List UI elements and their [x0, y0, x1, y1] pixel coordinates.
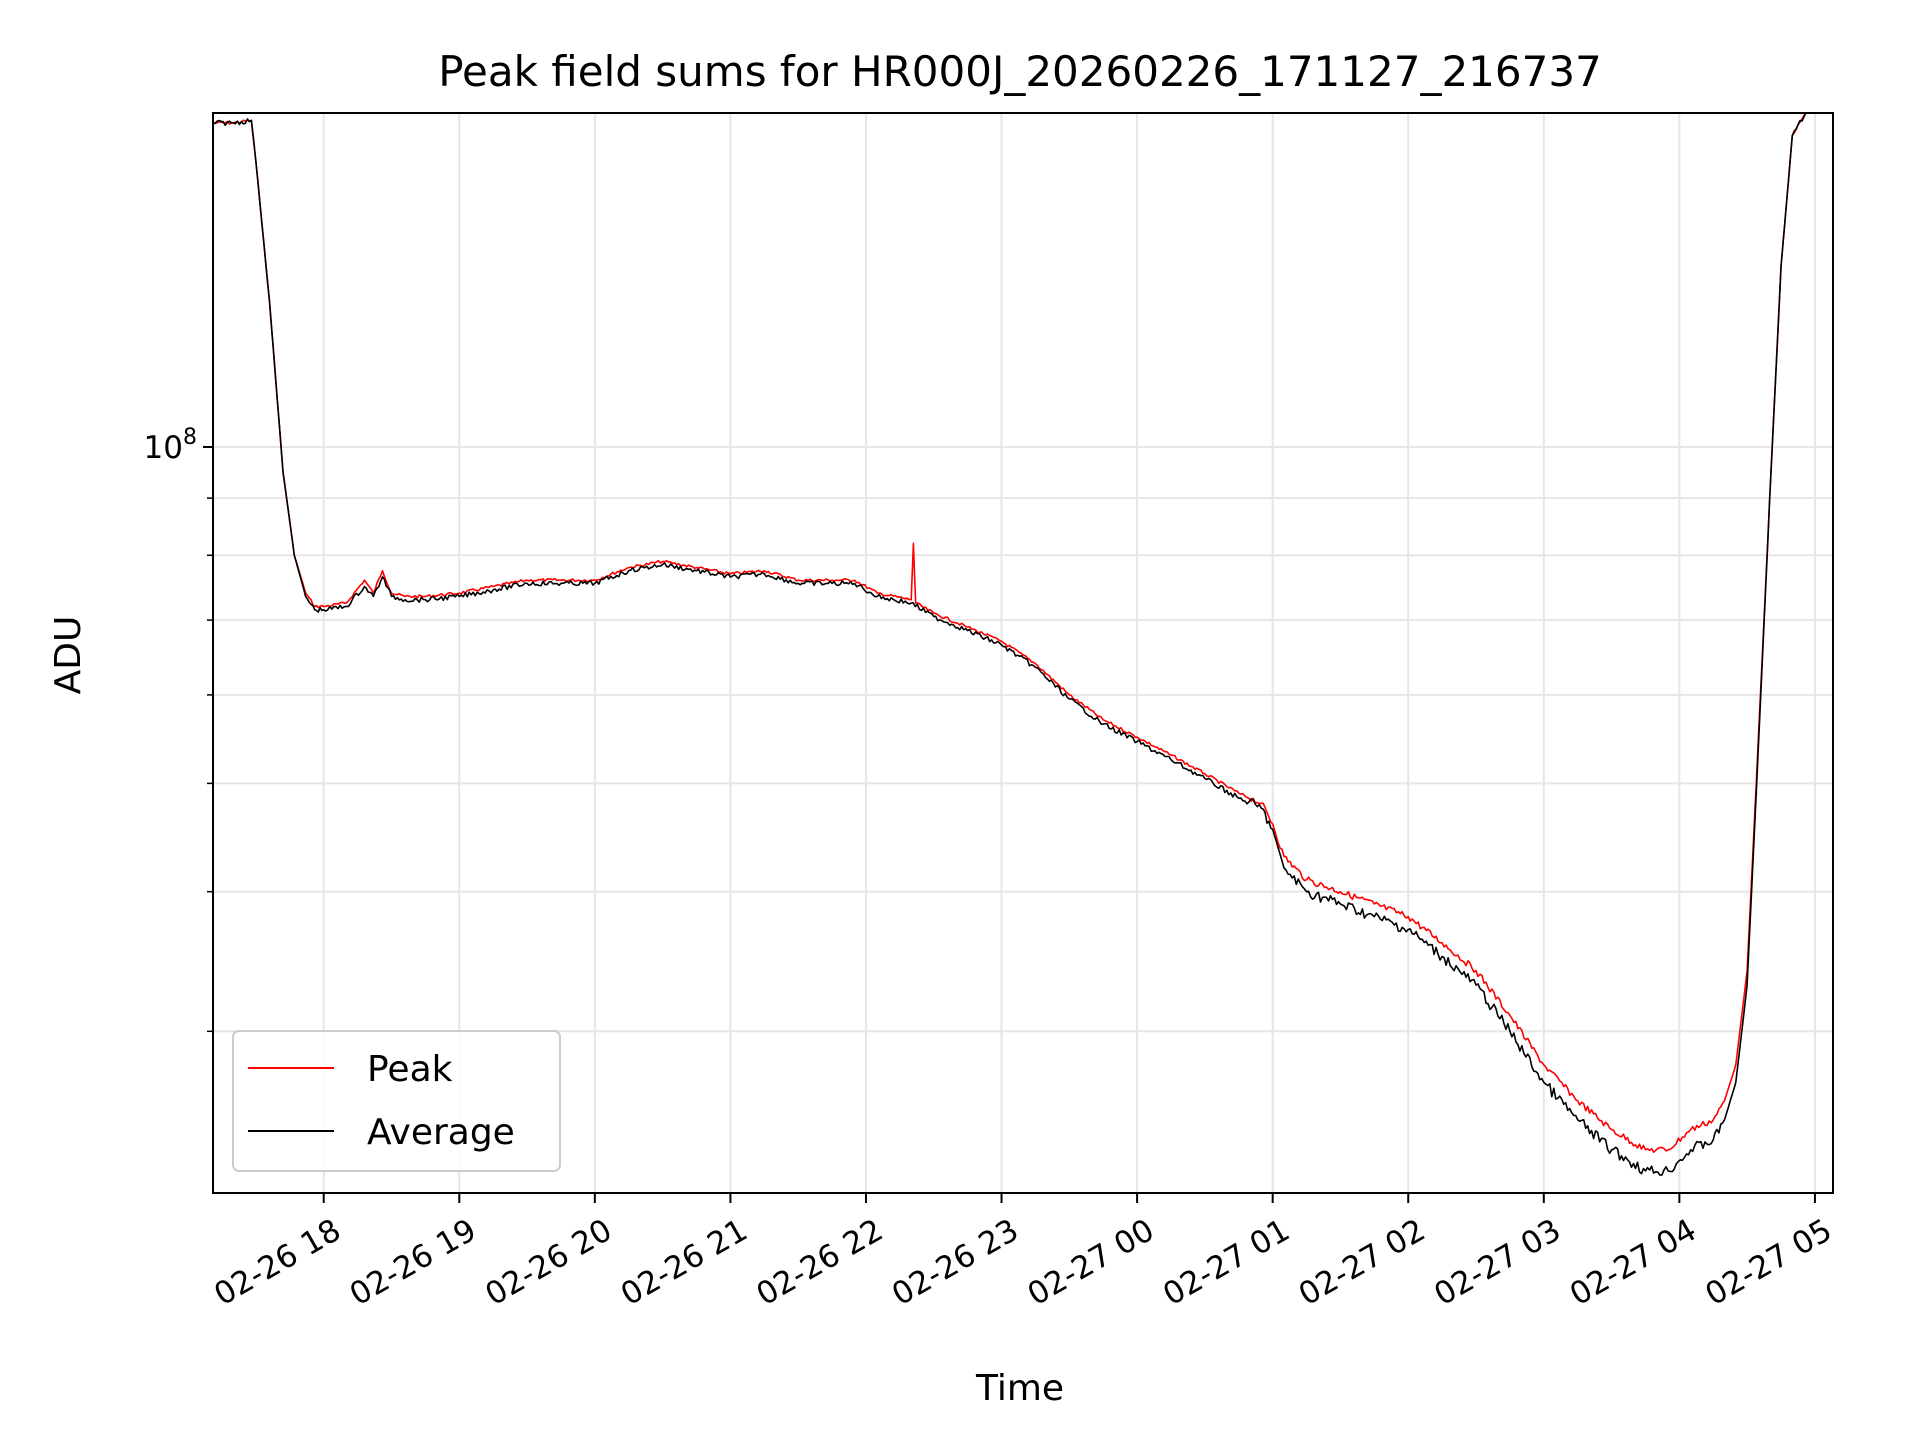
series-line-average: [213, 113, 1807, 1176]
y-tick-label: 108: [144, 425, 197, 466]
grid: [213, 113, 1833, 1193]
legend: Peak Average: [232, 1030, 561, 1172]
series-line-peak: [213, 113, 1807, 1153]
x-axis-label: Time: [975, 1368, 1064, 1409]
legend-box: [232, 1030, 561, 1172]
legend-label-peak: Peak: [367, 1049, 453, 1090]
y-axis-ticks: 108: [144, 425, 213, 1033]
plot-frame: [212, 112, 1834, 1194]
y-axis-label: ADU: [48, 616, 89, 695]
series-layer: [213, 113, 1807, 1176]
legend-label-average: Average: [367, 1112, 515, 1153]
chart-title: Peak field sums for HR000J_20260226_1711…: [438, 47, 1602, 96]
